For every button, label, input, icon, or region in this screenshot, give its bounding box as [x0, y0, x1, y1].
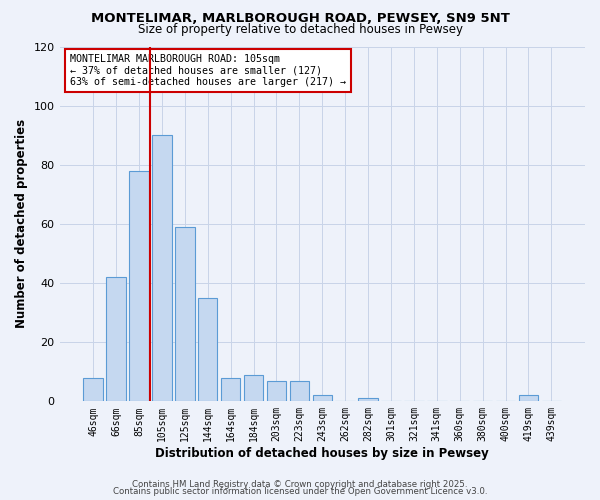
Text: Contains public sector information licensed under the Open Government Licence v3: Contains public sector information licen…: [113, 487, 487, 496]
Text: MONTELIMAR, MARLBOROUGH ROAD, PEWSEY, SN9 5NT: MONTELIMAR, MARLBOROUGH ROAD, PEWSEY, SN…: [91, 12, 509, 26]
Bar: [198, 298, 217, 402]
Bar: [519, 396, 538, 402]
X-axis label: Distribution of detached houses by size in Pewsey: Distribution of detached houses by size …: [155, 447, 489, 460]
Bar: [358, 398, 378, 402]
Text: Contains HM Land Registry data © Crown copyright and database right 2025.: Contains HM Land Registry data © Crown c…: [132, 480, 468, 489]
Bar: [221, 378, 241, 402]
Bar: [290, 380, 309, 402]
Text: MONTELIMAR MARLBOROUGH ROAD: 105sqm
← 37% of detached houses are smaller (127)
6: MONTELIMAR MARLBOROUGH ROAD: 105sqm ← 37…: [70, 54, 346, 87]
Bar: [106, 277, 126, 402]
Bar: [83, 378, 103, 402]
Text: Size of property relative to detached houses in Pewsey: Size of property relative to detached ho…: [137, 24, 463, 36]
Bar: [175, 227, 194, 402]
Bar: [244, 374, 263, 402]
Bar: [152, 135, 172, 402]
Bar: [313, 396, 332, 402]
Bar: [267, 380, 286, 402]
Y-axis label: Number of detached properties: Number of detached properties: [15, 120, 28, 328]
Bar: [129, 170, 149, 402]
